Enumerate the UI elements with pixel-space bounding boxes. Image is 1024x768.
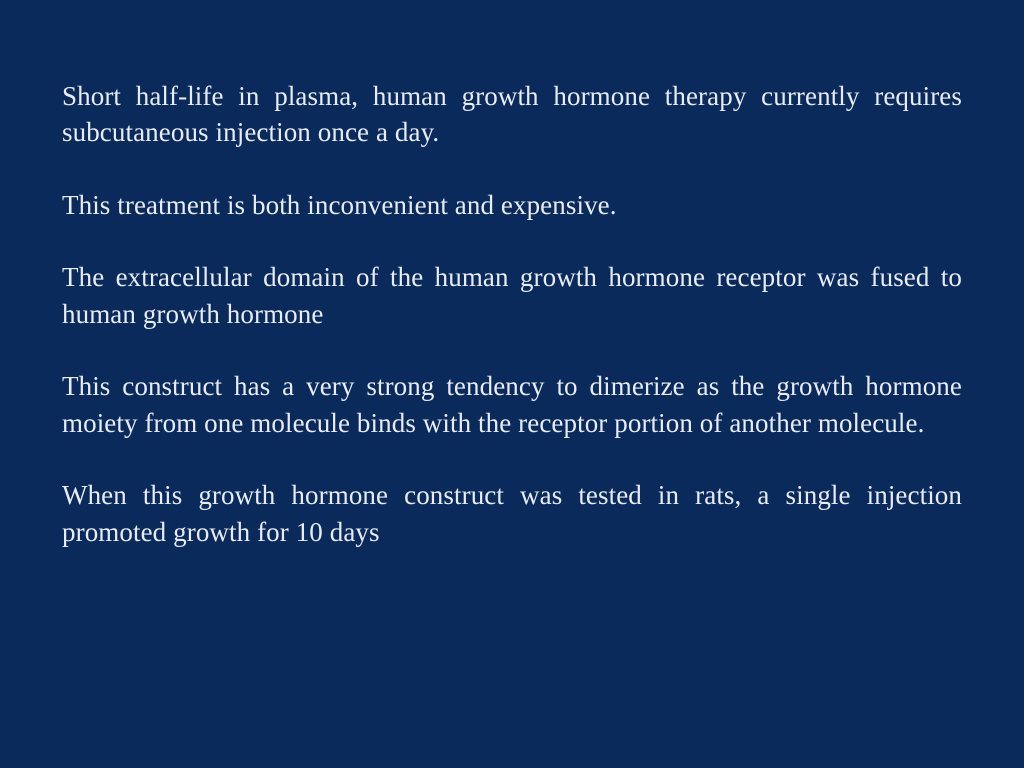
paragraph-1: Short half-life in plasma, human growth … (62, 78, 962, 151)
slide-body: Short half-life in plasma, human growth … (62, 78, 962, 708)
paragraph-2: This treatment is both inconvenient and … (62, 187, 962, 223)
paragraph-3: The extracellular domain of the human gr… (62, 259, 962, 332)
paragraph-5: When this growth hormone construct was t… (62, 477, 962, 550)
paragraph-4: This construct has a very strong tendenc… (62, 368, 962, 441)
